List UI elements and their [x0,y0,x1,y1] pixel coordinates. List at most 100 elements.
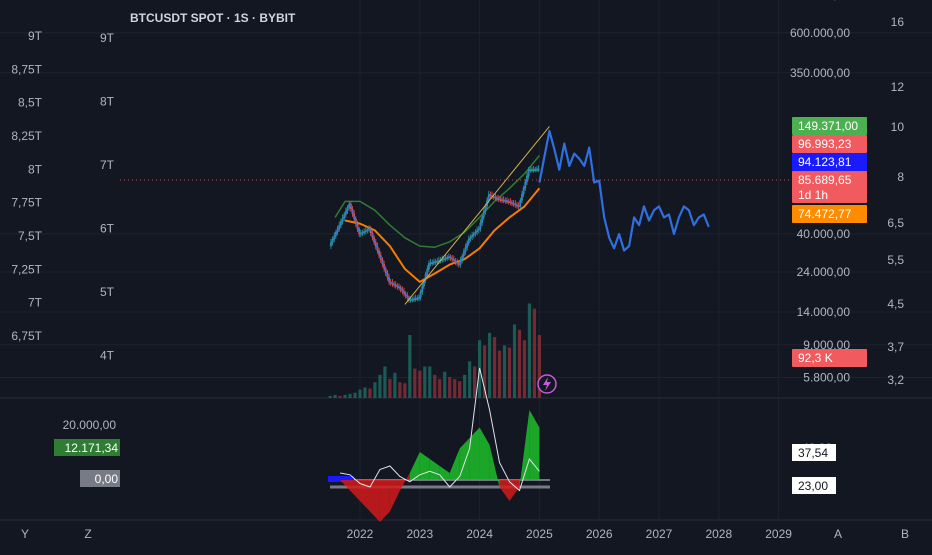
candle-body [532,169,535,171]
price-tag-countdown: 1d 1h [798,188,828,202]
price-tag-label: 85.689,65 [798,173,852,187]
price-tag[interactable] [792,135,867,153]
volume-bar [408,335,412,398]
toolbar-a[interactable]: A [834,527,842,541]
volume-bar [468,361,472,398]
oscillator-tick: 20.000,00 [63,418,117,432]
y-tick-label: 24.000,00 [797,265,851,279]
oscillator-left-tag-label: 0,00 [95,472,119,486]
toolbar-y[interactable]: Y [21,527,29,541]
oscillator-blue-block [328,476,354,482]
far-right-axis-tick: 12 [891,80,905,94]
inner-left-axis-tick: 8T [100,95,115,109]
far-right-axis-tick: 16 [891,15,905,29]
volume-bar [383,366,387,398]
price-tag[interactable] [792,205,867,223]
oscillator-pane: 20.000,0012.171,340,0040,0023,0037,5423,… [54,367,836,522]
histogram-segment [439,466,450,480]
left-axis-tick: 8,25T [11,129,42,143]
ma-orange-line[interactable] [344,187,541,283]
projection-line[interactable] [538,129,710,252]
y-tick-label: 14.000,00 [797,305,851,319]
y-tick-label: 5.800,00 [803,370,850,384]
candle-body [534,169,537,171]
price-tag[interactable] [792,117,867,135]
volume-bar [532,308,537,398]
volume-bar [393,372,397,398]
price-path-line[interactable] [329,168,540,301]
oscillator-right-tag[interactable] [792,444,836,461]
volume-bar [348,393,352,398]
trendline[interactable] [404,126,550,305]
volume-bar [492,337,497,398]
volume-bar [512,324,517,398]
volume-bar [537,335,541,398]
left-axis-tick: 7,5T [18,229,43,243]
far-right-axis-tick: 5,5 [887,253,904,267]
histogram-segment [469,427,480,480]
left-axis-tick: 7T [28,296,43,310]
oscillator-left-tag[interactable] [80,470,120,487]
volume-bar [363,387,367,398]
volume-bar [343,394,347,398]
oscillator-right-tag[interactable] [792,477,836,494]
inner-left-axis-tick: 9T [100,31,115,45]
toolbar-z[interactable]: Z [84,527,91,541]
volume-bar [453,379,457,398]
volume-bar [448,377,452,398]
far-right-axis-tick: 4,5 [887,297,904,311]
grid-lines [0,0,932,521]
price-tag[interactable] [792,349,867,367]
volume-bar [418,370,422,398]
candle-body [529,169,532,172]
volume-bar [428,366,432,398]
candle-body [536,169,538,171]
x-tick-label: 2026 [586,527,613,541]
x-tick-label: 2027 [646,527,673,541]
volume-bar [473,366,477,398]
lightning-button[interactable] [537,374,557,394]
volume-bar [423,366,427,398]
volume-bar [507,347,512,398]
x-tick-label: 2022 [347,527,374,541]
x-tick-label: 2029 [765,527,792,541]
histogram-segment [370,480,380,522]
far-right-axis-tick: 3,7 [887,340,904,354]
price-tag[interactable] [792,153,867,171]
volume-bar [438,379,442,398]
histogram-segment [419,452,430,480]
volume-bar [527,303,532,398]
price-tag-label: 94.123,81 [798,155,852,169]
left-axis-tick: 8,75T [11,62,42,76]
oscillator-right-tag-label: 37,54 [798,446,828,460]
volume-bar [403,383,407,398]
left-axis-tick: 8,5T [18,96,43,110]
price-tag-label: 92,3 K [798,351,833,365]
x-tick-label: 2024 [466,527,493,541]
lightning-icon [543,377,551,391]
toolbar-b[interactable]: B [901,527,909,541]
symbol-title[interactable]: BTCUSDT SPOT · 1S · BYBIT [130,11,296,25]
histogram-segment [360,480,370,512]
volume-bar [502,345,507,398]
volume-bar [497,350,502,398]
left-axis-tick: 8T [28,162,43,176]
far-right-axis-tick: 10 [891,120,905,134]
candle-body [531,169,533,171]
oscillator-left-tag[interactable] [54,439,120,456]
price-lines [120,126,790,305]
y-tick-label: 350.000,00 [790,66,850,80]
volume-bar [443,371,447,398]
inner-left-axis-tick: 5T [100,285,115,299]
histogram-segment [379,480,390,522]
ma-green-line[interactable] [334,155,540,248]
y-tick-label: 600.000,00 [790,26,850,40]
histogram-segment [350,480,360,501]
price-tag[interactable] [792,171,867,203]
far-right-axis-tick: 3,2 [887,373,904,387]
left-axis-tick: 6,75T [11,329,42,343]
volume-bar [482,345,487,398]
candle-body [537,168,540,171]
oscillator-line[interactable] [340,367,540,492]
